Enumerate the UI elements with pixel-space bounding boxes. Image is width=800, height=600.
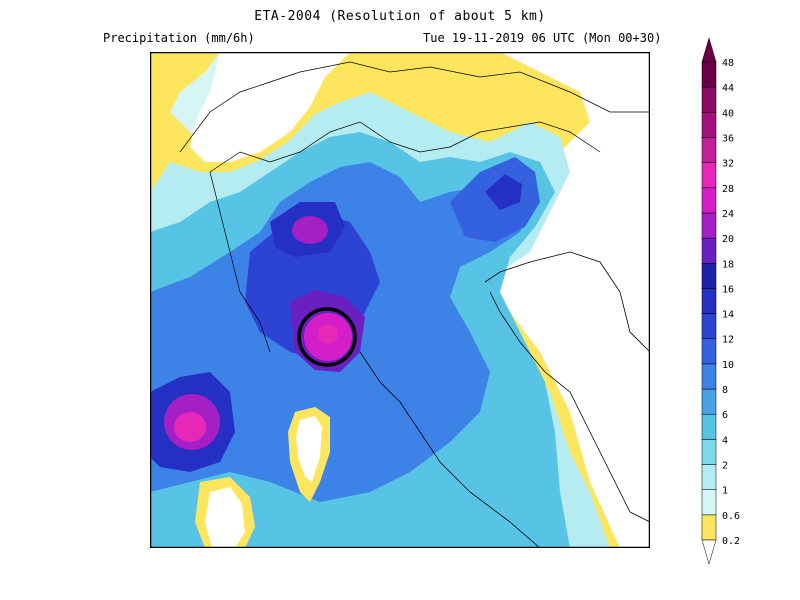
legend-tick-label: 32	[722, 159, 734, 170]
legend-tick-label: 0.2	[722, 536, 740, 547]
legend-swatch	[701, 413, 717, 440]
legend-tick-label: 36	[722, 133, 734, 144]
island-sardinia-inner	[205, 487, 245, 548]
legend-tick-label: 8	[722, 385, 728, 396]
valid-time-label: Tue 19-11-2019 06 UTC (Mon 00+30)	[423, 31, 662, 45]
legend-tick-label: 28	[722, 184, 734, 195]
precip-core-northwest	[292, 216, 328, 244]
precip-max-central	[318, 324, 338, 344]
legend-tick-label: 2	[722, 461, 728, 472]
precip-core-northeast	[485, 174, 522, 210]
legend-swatch	[701, 86, 717, 113]
legend-swatch	[701, 338, 717, 365]
legend-swatch	[701, 439, 717, 465]
legend-swatch	[701, 112, 717, 138]
coastline-adriatic	[484, 251, 650, 353]
legend-swatch	[701, 137, 717, 163]
coastline-italy-west	[359, 351, 541, 548]
dry-area-east	[480, 52, 650, 548]
legend-tick-label: 4	[722, 435, 728, 446]
legend-swatch	[701, 514, 717, 541]
legend-arrow-min	[701, 539, 717, 565]
legend-swatch	[701, 263, 717, 289]
legend-tick-label: 14	[722, 310, 734, 321]
legend-tick-label: 18	[722, 259, 734, 270]
legend-tick-label: 1	[722, 486, 728, 497]
legend-swatch	[701, 61, 717, 88]
legend-tick-label: 48	[722, 58, 734, 69]
coastline-italy-east	[489, 291, 650, 523]
legend-tick-label: 12	[722, 335, 734, 346]
legend-swatch	[701, 388, 717, 415]
legend-arrow-max	[701, 37, 717, 63]
legend-swatch	[701, 187, 717, 214]
legend-tick-label: 16	[722, 284, 734, 295]
legend-swatch	[701, 363, 717, 390]
legend-tick-label: 40	[722, 108, 734, 119]
dry-area-north	[190, 52, 350, 162]
precip-max-west	[174, 412, 206, 442]
legend-tick-label: 24	[722, 209, 734, 220]
border-north	[179, 61, 650, 153]
map-frame	[150, 52, 650, 548]
legend-swatch	[701, 212, 717, 239]
variable-label: Precipitation (mm/6h)	[103, 31, 255, 45]
border-alps	[209, 121, 601, 173]
legend-swatch	[701, 313, 717, 339]
chart-title: ETA-2004 (Resolution of about 5 km)	[254, 9, 546, 24]
legend-tick-label: 6	[722, 410, 728, 421]
island-corsica-inner	[296, 416, 322, 482]
legend-tick-label: 44	[722, 83, 734, 94]
legend-swatch	[701, 237, 717, 264]
legend-swatch	[701, 489, 717, 516]
highlight-circle	[297, 307, 357, 367]
border-france	[209, 171, 271, 353]
legend-swatch	[701, 162, 717, 189]
legend-swatch	[701, 288, 717, 314]
legend-tick-label: 20	[722, 234, 734, 245]
precipitation-map	[150, 52, 650, 548]
legend-tick-label: 0.6	[722, 511, 740, 522]
legend-tick-label: 10	[722, 360, 734, 371]
legend-swatch	[701, 464, 717, 490]
